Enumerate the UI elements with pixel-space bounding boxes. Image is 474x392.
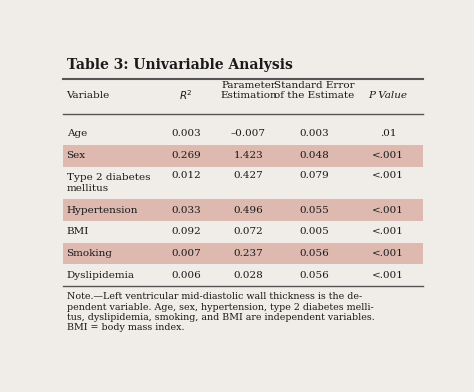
Text: 0.003: 0.003 [171,129,201,138]
Text: 0.003: 0.003 [300,129,329,138]
Text: 0.012: 0.012 [171,171,201,180]
Text: Smoking: Smoking [66,249,113,258]
Text: 0.237: 0.237 [234,249,264,258]
Text: Age: Age [66,129,87,138]
Text: 0.079: 0.079 [300,171,329,180]
Text: 0.056: 0.056 [300,249,329,258]
Text: 0.033: 0.033 [171,205,201,214]
Text: <.001: <.001 [372,227,404,236]
Text: Table 3: Univariable Analysis: Table 3: Univariable Analysis [66,58,292,72]
Text: 0.007: 0.007 [171,249,201,258]
Text: 0.092: 0.092 [171,227,201,236]
Text: <.001: <.001 [372,271,404,280]
Text: Hypertension: Hypertension [66,205,138,214]
Text: 0.056: 0.056 [300,271,329,280]
Text: <.001: <.001 [372,205,404,214]
Text: of the Estimate: of the Estimate [274,91,355,100]
Text: <.001: <.001 [372,249,404,258]
Bar [63,243,423,264]
Text: $R^2$: $R^2$ [179,89,193,102]
Text: Type 2 diabetes
mellitus: Type 2 diabetes mellitus [66,173,150,192]
Text: Variable: Variable [66,91,110,100]
Text: 0.072: 0.072 [234,227,264,236]
Text: 0.048: 0.048 [300,151,329,160]
Text: 0.496: 0.496 [234,205,264,214]
Text: 0.006: 0.006 [171,271,201,280]
Text: Dyslipidemia: Dyslipidemia [66,271,135,280]
Text: .01: .01 [380,129,396,138]
Bar [63,199,423,221]
Text: Standard Error: Standard Error [274,81,355,89]
Text: <.001: <.001 [372,151,404,160]
Text: 0.005: 0.005 [300,227,329,236]
Bar [63,145,423,167]
Text: P Value: P Value [368,91,408,100]
Text: 1.423: 1.423 [234,151,264,160]
Text: BMI: BMI [66,227,89,236]
Text: 0.028: 0.028 [234,271,264,280]
Text: <.001: <.001 [372,171,404,180]
Text: Note.—Left ventricular mid-diastolic wall thickness is the de-
pendent variable.: Note.—Left ventricular mid-diastolic wal… [66,292,374,332]
Text: Parameter: Parameter [221,81,276,89]
Text: 0.269: 0.269 [171,151,201,160]
Text: Estimation: Estimation [220,91,277,100]
Text: 0.055: 0.055 [300,205,329,214]
Text: –0.007: –0.007 [231,129,266,138]
Text: 0.427: 0.427 [234,171,264,180]
Text: Sex: Sex [66,151,86,160]
